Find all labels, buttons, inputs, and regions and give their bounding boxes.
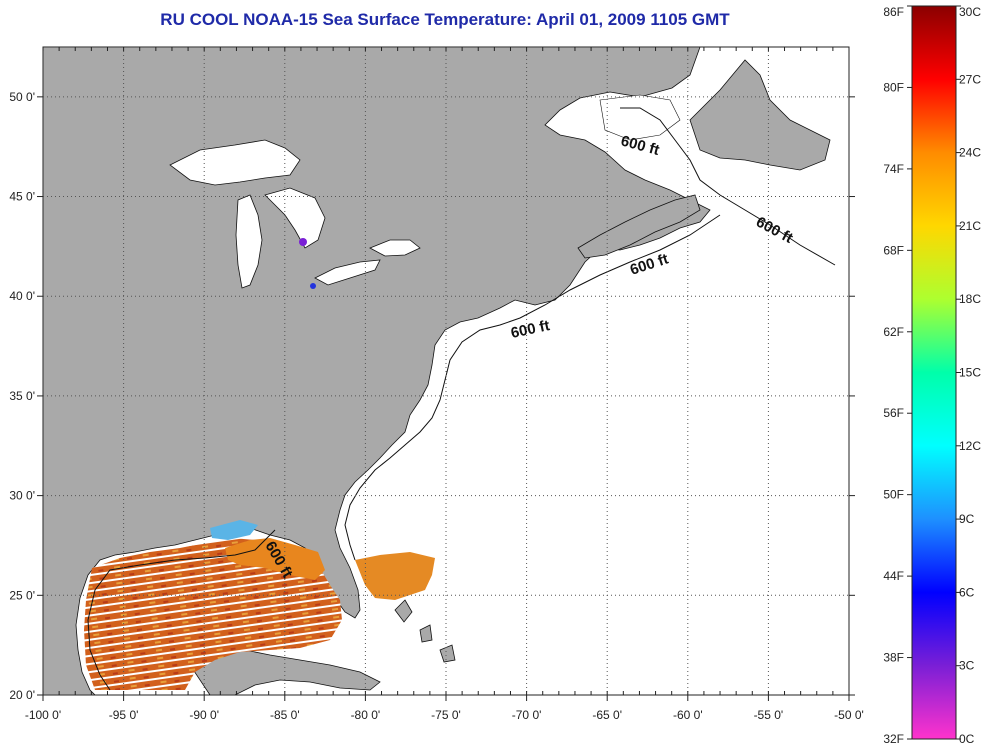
latitude-tick-label: 20 0' [9, 688, 35, 702]
colorbar: 86F 80F 74F 68F 62F 56F 50F 44F 38F 32F 30C 27C 24C… [883, 5, 981, 746]
map-title: RU COOL NOAA-15 Sea Surface Temperature:… [160, 10, 730, 29]
colorbar-fahrenheit-label: 62F [883, 325, 904, 339]
colorbar-fahrenheit-labels: 86F 80F 74F 68F 62F 56F 50F 44F 38F 32F [883, 5, 912, 746]
longitude-tick-label: -85 0' [270, 708, 300, 722]
colorbar-celsius-labels: 30C 27C 24C 21C 18C 15C 12C 9C 6C 3C 0C [956, 5, 981, 746]
latitude-tick-label: 50 0' [9, 90, 35, 104]
sst-cool-coastal [210, 520, 258, 540]
colorbar-celsius-label: 30C [959, 5, 981, 19]
colorbar-fahrenheit-label: 68F [883, 243, 904, 257]
longitude-tick-label: -55 0' [754, 708, 784, 722]
colorbar-fahrenheit-label: 32F [883, 732, 904, 746]
land-newfoundland [689, 59, 831, 171]
longitude-tick-label: -95 0' [109, 708, 139, 722]
sst-lake-pixel-2 [310, 283, 316, 289]
colorbar-celsius-label: 3C [959, 659, 975, 673]
colorbar-fahrenheit-label: 74F [883, 162, 904, 176]
longitude-tick-label: -90 0' [189, 708, 219, 722]
sst-gulf-shelf [225, 538, 325, 580]
colorbar-fahrenheit-label: 80F [883, 80, 904, 94]
latitude-tick-label: 45 0' [9, 190, 35, 204]
latitude-tick-label: 25 0' [9, 588, 35, 602]
map-area: 600 ft 600 ft 600 ft 600 ft 600 ft -100 … [9, 46, 864, 722]
sst-lake-pixel [299, 238, 307, 246]
longitude-tick-label: -70 0' [512, 708, 542, 722]
colorbar-celsius-label: 12C [959, 439, 981, 453]
latitude-tick-label: 40 0' [9, 289, 35, 303]
longitude-tick-label: -60 0' [673, 708, 703, 722]
lake-erie [314, 259, 381, 286]
longitude-tick-label: -100 0' [25, 708, 61, 722]
land-cuba [189, 649, 381, 695]
colorbar-celsius-label: 27C [959, 72, 981, 86]
colorbar-celsius-label: 9C [959, 512, 975, 526]
colorbar-gradient [911, 5, 957, 740]
latitude-axis: 20 0' 25 0' 30 0' 35 0' 40 0' 45 0' 50 0' [9, 90, 855, 702]
colorbar-fahrenheit-label: 38F [883, 651, 904, 665]
longitude-tick-label: -50 0' [834, 708, 864, 722]
colorbar-fahrenheit-label: 86F [883, 5, 904, 19]
colorbar-celsius-label: 24C [959, 146, 981, 160]
latitude-tick-label: 30 0' [9, 489, 35, 503]
longitude-tick-label: -75 0' [431, 708, 461, 722]
latitude-tick-label: 35 0' [9, 389, 35, 403]
sst-atlantic-patch [355, 552, 435, 600]
lake-ontario [369, 239, 421, 257]
colorbar-celsius-label: 15C [959, 366, 981, 380]
sst-gulf-of-mexico [84, 538, 342, 690]
lake-michigan [235, 194, 263, 289]
colorbar-celsius-label: 21C [959, 219, 981, 233]
longitude-tick-label: -65 0' [592, 708, 622, 722]
colorbar-fahrenheit-label: 44F [883, 569, 904, 583]
lake-superior [169, 139, 301, 186]
colorbar-celsius-label: 18C [959, 292, 981, 306]
longitude-tick-label: -80 0' [351, 708, 381, 722]
longitude-axis: -100 0' -95 0' -90 0' -85 0' -80 0' -75 0' -70… [25, 47, 864, 722]
gulf-st-lawrence [599, 94, 681, 141]
great-lakes [169, 139, 421, 289]
lake-huron [264, 187, 326, 249]
land-north-america [43, 47, 711, 695]
colorbar-fahrenheit-label: 50F [883, 488, 904, 502]
colorbar-celsius-label: 6C [959, 585, 975, 599]
colorbar-fahrenheit-label: 56F [883, 406, 904, 420]
isobath-600ft-line [87, 107, 836, 691]
land-bahamas [394, 599, 456, 663]
land-nova-scotia [577, 194, 701, 259]
graticule [43, 47, 849, 695]
colorbar-celsius-label: 0C [959, 732, 975, 746]
